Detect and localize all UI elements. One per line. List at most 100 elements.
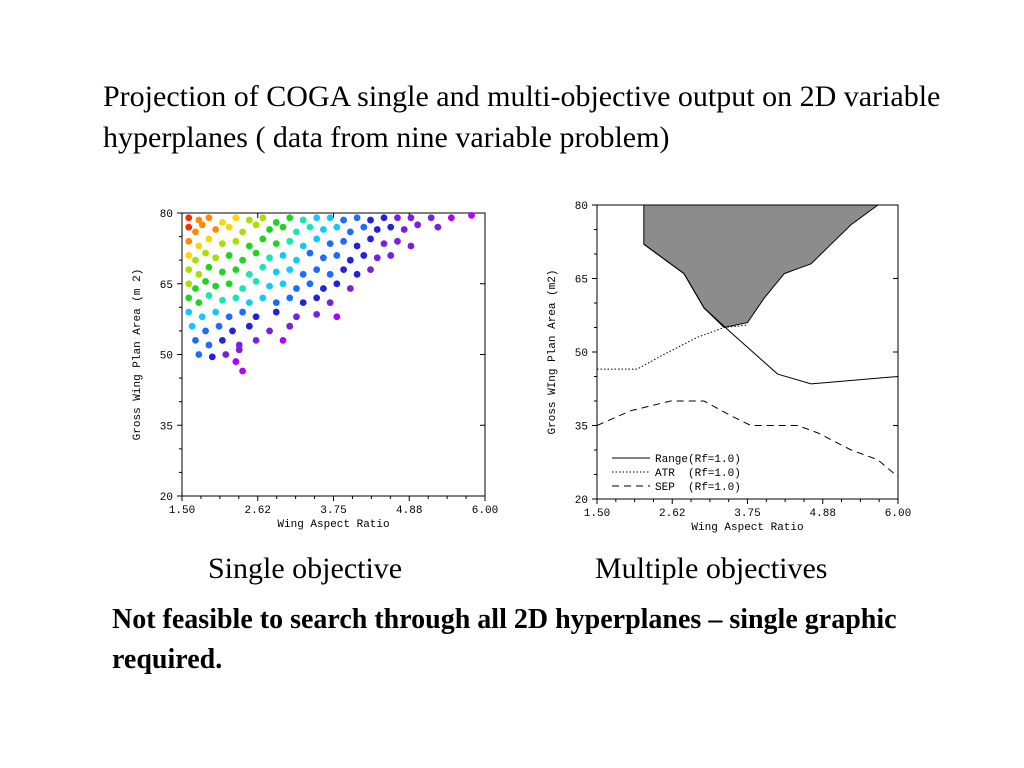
scatter-point [192, 336, 199, 344]
scatter-point [272, 240, 280, 248]
scatter-point [212, 226, 220, 233]
scatter-point [313, 311, 321, 318]
scatter-point [353, 242, 361, 250]
x-tick-label: 1.50 [584, 508, 610, 520]
scatter-point [373, 226, 381, 233]
legend-label: Range(Rf=1.0) [655, 454, 741, 466]
scatter-point [219, 268, 226, 276]
scatter-point [195, 216, 203, 224]
scatter-point [333, 280, 341, 288]
scatter-point [380, 214, 388, 222]
scatter-point [185, 237, 193, 245]
scatter-point [245, 270, 253, 278]
slide-title: Projection of COGA single and multi-obje… [103, 80, 941, 154]
scatter-point [340, 266, 347, 273]
scatter-point [225, 223, 233, 231]
scatter-point [202, 277, 209, 285]
scatter-point [225, 313, 233, 321]
scatter-point [293, 285, 300, 292]
scatter-point [252, 221, 260, 229]
scatter-point [279, 280, 287, 288]
scatter-point [346, 256, 354, 264]
scatter-point [447, 214, 455, 222]
scatter-point [266, 226, 273, 233]
scatter-point [205, 341, 213, 349]
x-tick-label: 3.75 [734, 508, 760, 520]
scatter-point [185, 266, 193, 273]
scatter-point [333, 313, 341, 321]
scatter-point [195, 242, 203, 250]
y-tick-label: 80 [160, 209, 173, 221]
scatter-point [232, 358, 240, 365]
scatter-point [272, 308, 280, 316]
y-tick-label: 20 [160, 492, 173, 504]
x-axis-label: Wing Aspect Ratio [277, 519, 389, 531]
x-tick-label: 3.75 [320, 505, 346, 517]
scatter-point [208, 353, 216, 361]
scatter-point [340, 216, 347, 224]
scatter-point [185, 294, 193, 302]
scatter-point [266, 282, 273, 290]
scatter-point [192, 256, 199, 264]
scatter-point [306, 280, 314, 288]
scatter-point [299, 299, 307, 307]
y-tick-label: 35 [575, 422, 588, 434]
scatter-point [387, 223, 395, 231]
y-tick-label: 35 [160, 421, 173, 433]
scatter-point [252, 249, 260, 257]
scatter-point [299, 216, 307, 224]
scatter-point [353, 214, 361, 222]
scatter-point [215, 322, 223, 330]
scatter-point [272, 268, 280, 276]
scatter-point [414, 221, 422, 229]
scatter-point [306, 249, 314, 257]
scatter-point [252, 313, 260, 321]
scatter-point [272, 219, 280, 226]
scatter-point [394, 237, 401, 245]
scatter-point [286, 237, 294, 245]
scatter-point [252, 277, 260, 285]
scatter-point [185, 252, 193, 259]
multiple-objectives-line-plot: 1.50 2.62 3.75 4.88 6.00 20 35 50 65 80 Wing Aspec… [547, 201, 911, 534]
scatter-point [259, 214, 267, 222]
scatter-point [367, 216, 374, 224]
scatter-point [229, 327, 236, 335]
scatter-point [198, 313, 206, 321]
scatter-point [239, 367, 246, 375]
scatter-point [293, 313, 300, 321]
scatter-point [219, 240, 226, 248]
scatter-point [245, 299, 253, 307]
scatter-point [185, 223, 193, 231]
scatter-point [222, 351, 230, 358]
scatter-point [380, 240, 388, 248]
scatter-point [212, 254, 220, 262]
scatter-point [360, 252, 368, 259]
scatter-point [346, 228, 354, 236]
scatter-point [279, 336, 287, 344]
scatter-point [306, 223, 314, 231]
x-axis-label: Wing Aspect Ratio [691, 522, 803, 534]
single-objective-scatter-plot: 1.50 2.62 3.75 4.88 6.00 20 35 50 65 80 Wing Aspec… [132, 209, 498, 531]
scatter-point [407, 242, 415, 250]
scatter-point [205, 292, 213, 299]
conclusion-text: Not feasible to search through all 2D hy… [112, 604, 897, 675]
scatter-point [353, 270, 361, 278]
scatter-point [367, 235, 374, 243]
scatter-point [205, 214, 213, 222]
scatter-point [313, 266, 321, 273]
scatter-point [279, 223, 287, 231]
scatter-point [286, 294, 294, 302]
scatter-point [313, 214, 321, 222]
scatter-point [313, 294, 321, 302]
scatter-point [212, 308, 220, 316]
scatter-point [202, 327, 209, 335]
scatter-point [202, 249, 209, 257]
scatter-point [198, 221, 206, 229]
scatter-point [235, 346, 243, 354]
scatter-point [272, 299, 280, 307]
y-tick-label: 80 [575, 201, 588, 213]
scatter-point [185, 308, 193, 316]
series-line-dashed [596, 400, 899, 478]
scatter-point [313, 235, 321, 243]
legend-label: ATR (Rf=1.0) [655, 468, 741, 480]
